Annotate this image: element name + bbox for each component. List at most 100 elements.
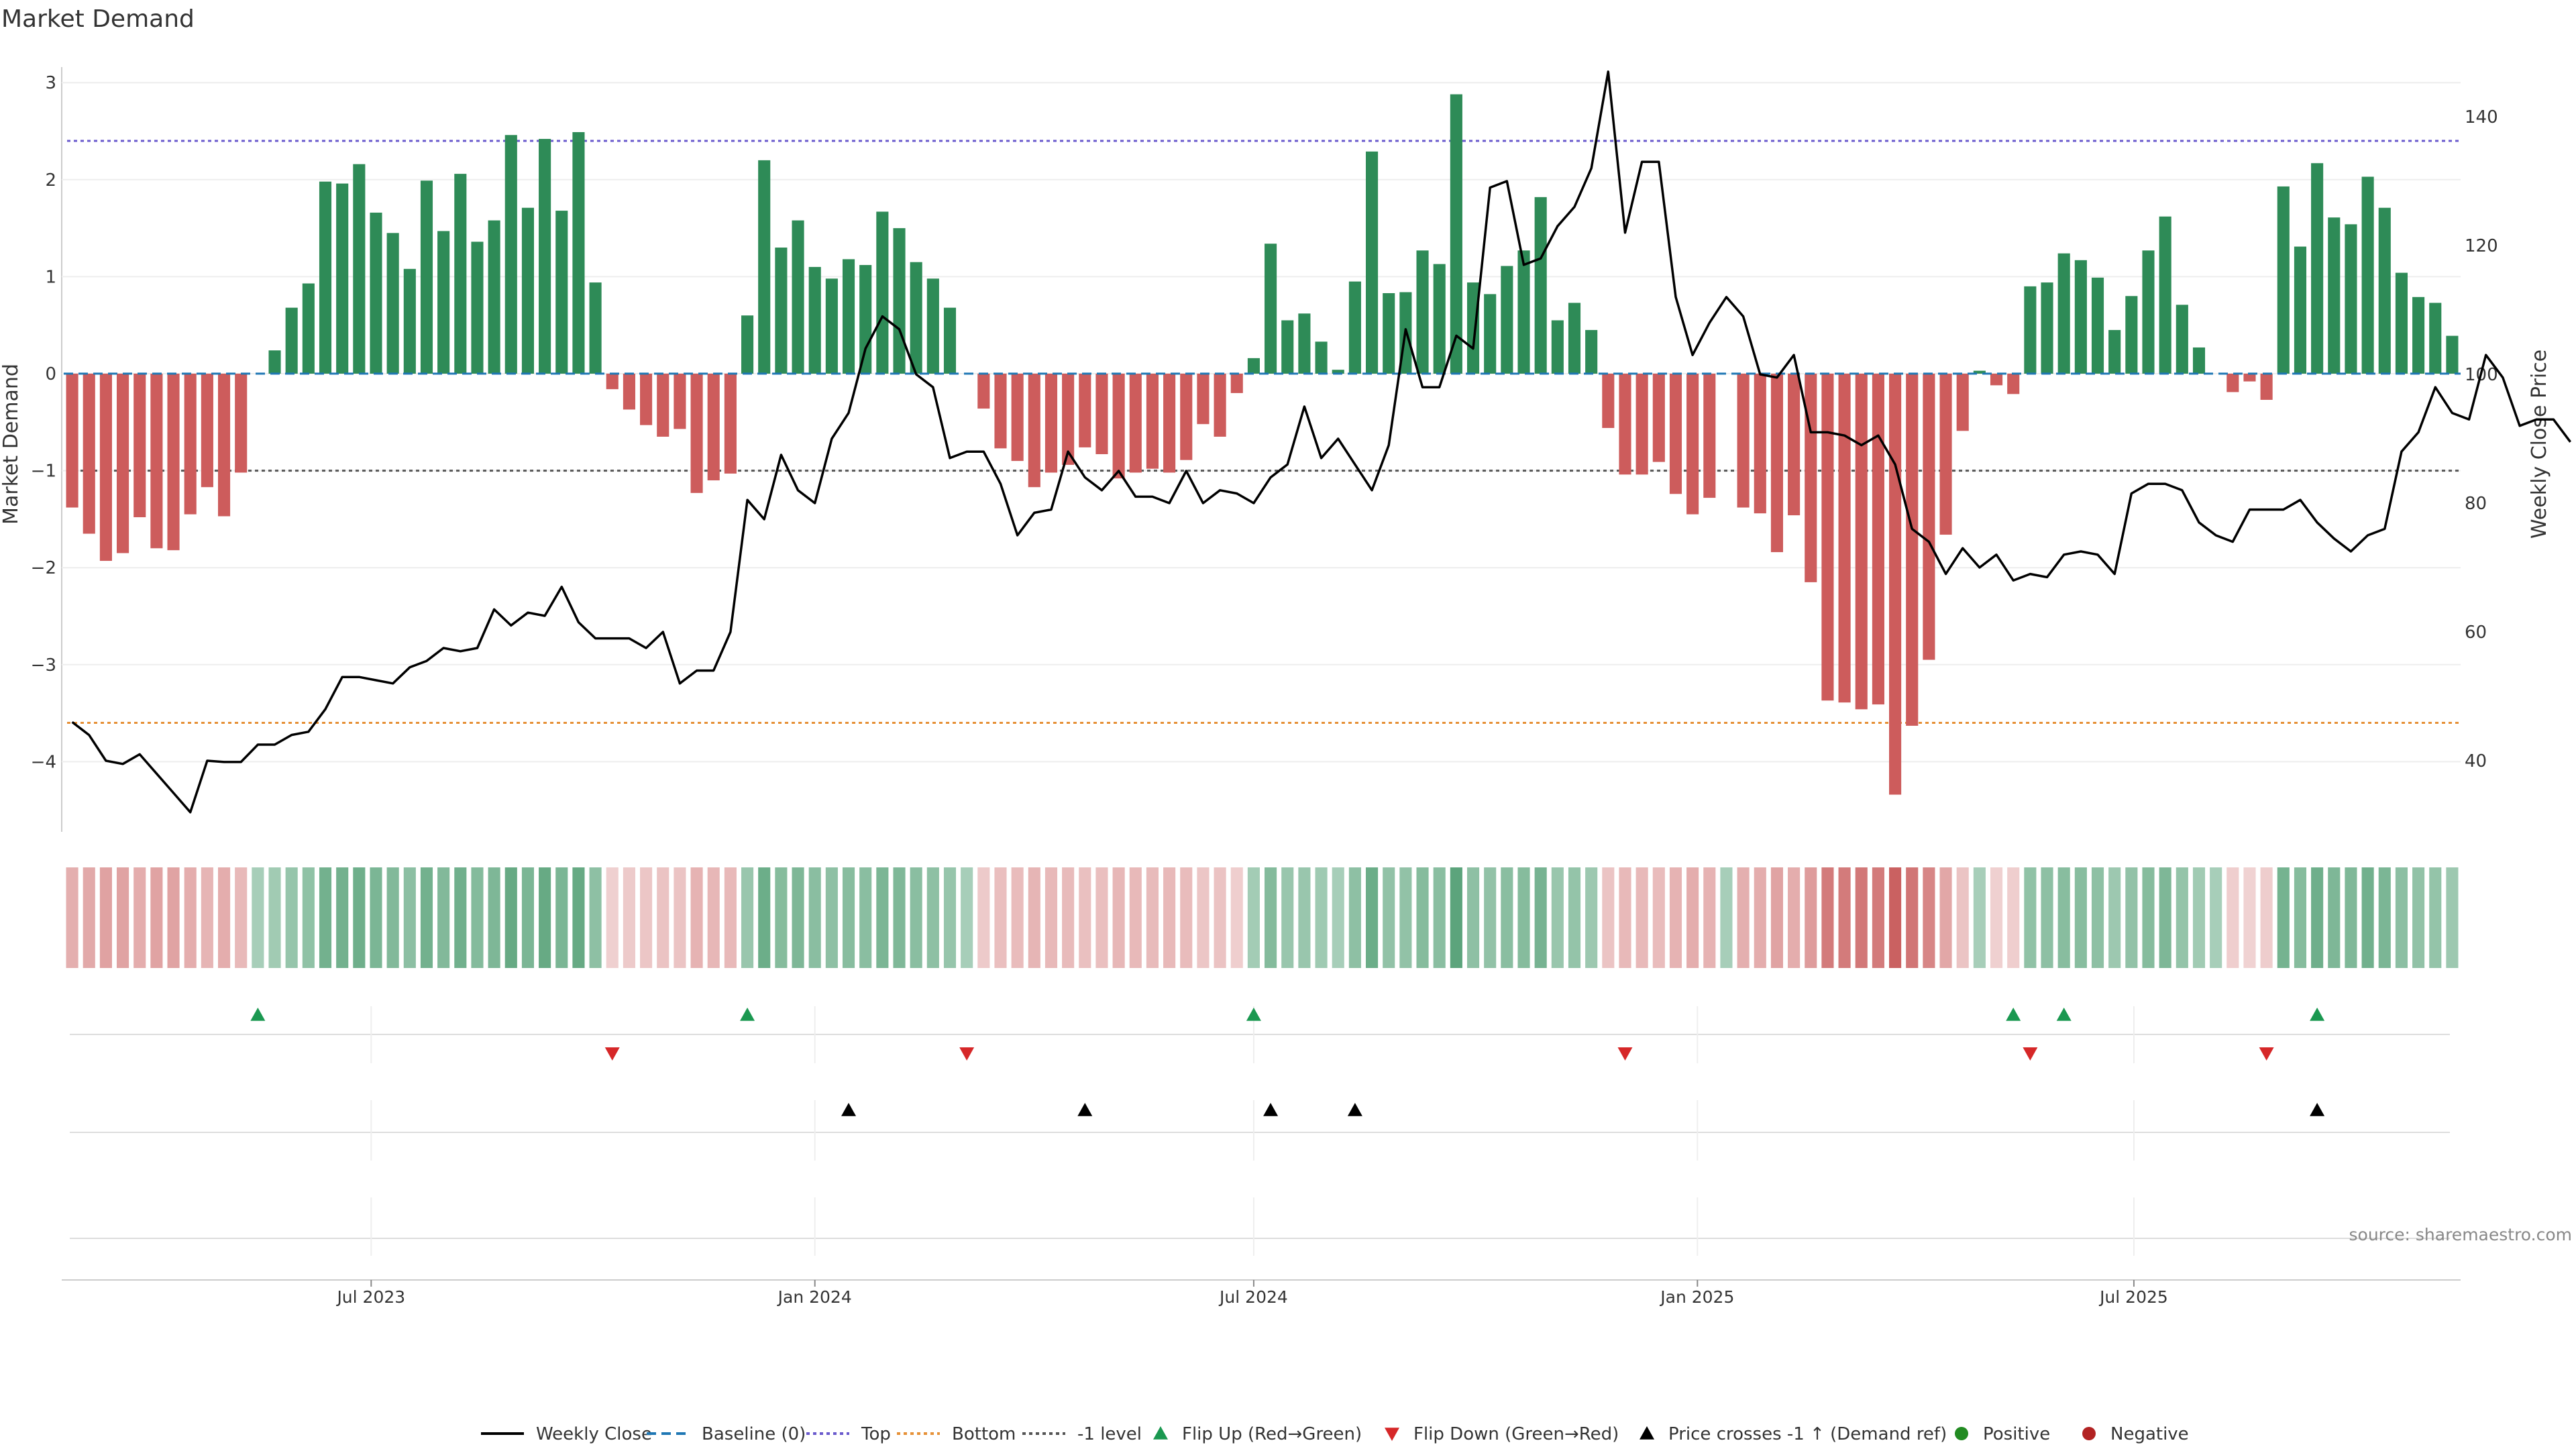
demand-bar: [1568, 303, 1581, 374]
demand-bar: [201, 374, 213, 488]
demand-bar: [268, 350, 281, 374]
source-credit: source: sharemaestro.com: [2349, 1225, 2573, 1244]
demand-bar: [623, 374, 635, 410]
demand-bar: [1788, 374, 1801, 516]
demand-bar: [386, 233, 399, 374]
flip-down-marker: [959, 1047, 975, 1061]
demand-bar: [2226, 374, 2239, 392]
y-axis-label: Market Demand: [0, 364, 23, 525]
heat-strip-cell: [1501, 867, 1513, 968]
y-tick-label: 3: [45, 73, 56, 93]
demand-bar: [2328, 217, 2341, 374]
demand-bar: [1737, 374, 1750, 508]
heat-strip-cell: [1011, 867, 1024, 968]
heat-strip-cell: [2294, 867, 2307, 968]
y2-tick-label: 140: [2465, 107, 2498, 127]
demand-bar: [2007, 374, 2020, 394]
demand-bar: [2294, 246, 2307, 374]
heat-strip-cell: [994, 867, 1007, 968]
demand-bar: [1383, 292, 1395, 374]
heat-strip-cell: [437, 867, 450, 968]
heat-strip-cell: [977, 867, 990, 968]
legend-item: Price crosses -1 ↑ (Demand ref): [1640, 1424, 1947, 1444]
demand-bar: [1095, 374, 1108, 455]
demand-bar: [2159, 216, 2171, 374]
demand-bar: [420, 180, 433, 374]
demand-bar: [808, 266, 821, 374]
demand-bar: [2446, 335, 2459, 374]
heat-strip-cell: [1720, 867, 1733, 968]
heat-strip-cell: [724, 867, 737, 968]
flip-up-marker: [2006, 1008, 2021, 1021]
heat-strip-cell: [2192, 867, 2206, 968]
demand-bar: [842, 259, 855, 374]
demand-bar: [117, 374, 129, 553]
demand-bar: [235, 374, 248, 473]
legend-item: Top: [806, 1424, 891, 1444]
heat-strip-cell: [1265, 867, 1277, 968]
demand-bar: [1805, 374, 1817, 582]
legend-swatch: [1385, 1428, 1399, 1441]
demand-bar: [1534, 197, 1547, 374]
heat-strip-cell: [657, 867, 669, 968]
heat-strip-cell: [1298, 867, 1311, 968]
heat-strip-cell: [1095, 867, 1108, 968]
heat-strip-cell: [319, 867, 332, 968]
demand-bar: [1821, 374, 1834, 701]
y2-tick-label: 120: [2465, 236, 2498, 256]
demand-bar: [504, 135, 517, 374]
demand-bar: [1635, 374, 1648, 475]
demand-bar: [133, 374, 146, 518]
heat-strip-cell: [1416, 867, 1429, 968]
heat-strip-cell: [2446, 867, 2459, 968]
demand-bar: [167, 374, 180, 551]
heat-strip-cell: [99, 867, 112, 968]
demand-bar: [994, 374, 1007, 449]
legend-label: Weekly Close: [536, 1424, 652, 1444]
heat-strip-cell: [1619, 867, 1631, 968]
heat-strip-cell: [386, 867, 399, 968]
heat-strip-cell: [1399, 867, 1412, 968]
demand-bar: [1551, 320, 1564, 374]
heat-strip-cell: [606, 867, 619, 968]
heat-strip-cell: [1585, 867, 1598, 968]
flip-up-marker: [2310, 1008, 2325, 1021]
flip-down-marker: [1617, 1047, 1633, 1061]
heat-strip-cell: [808, 867, 821, 968]
demand-bar: [1956, 374, 1969, 431]
heat-strip-cell: [1365, 867, 1379, 968]
heat-strip-cell: [1517, 867, 1530, 968]
heat-strip-cell: [217, 867, 231, 968]
heat-strip-cell: [1821, 867, 1834, 968]
heat-strip-cell: [2074, 867, 2087, 968]
demand-bar: [1602, 374, 1615, 428]
legend-item: Flip Up (Red→Green): [1153, 1424, 1362, 1444]
demand-bar: [977, 374, 990, 409]
demand-bar: [758, 160, 771, 374]
heat-strip-cell: [1568, 867, 1581, 968]
demand-bar: [2311, 163, 2324, 374]
heat-strip-cell: [1044, 867, 1058, 968]
demand-bar: [1990, 374, 2003, 386]
heat-strip-cell: [943, 867, 957, 968]
demand-bar: [1433, 264, 1446, 374]
legend-item: Positive: [1955, 1424, 2050, 1444]
demand-bar: [2142, 250, 2155, 374]
heat-strip-cell: [1703, 867, 1716, 968]
demand-bar: [724, 374, 737, 474]
heat-strip-cell: [910, 867, 922, 968]
heat-strip-cell: [1635, 867, 1648, 968]
legend-label: Bottom: [952, 1424, 1016, 1444]
demand-bar: [1754, 374, 1766, 514]
heat-strip-cell: [2226, 867, 2239, 968]
demand-bar: [2192, 347, 2206, 374]
flip-up-marker: [250, 1008, 266, 1021]
demand-bar: [1838, 374, 1851, 703]
demand-bar: [1770, 374, 1783, 553]
heat-strip-cell: [893, 867, 906, 968]
heat-strip-cell: [2125, 867, 2138, 968]
legend-swatch: [2082, 1427, 2096, 1440]
y-tick-label: 0: [45, 364, 56, 384]
y2-axis-label: Weekly Close Price: [2528, 350, 2551, 539]
demand-bar: [1247, 358, 1260, 374]
